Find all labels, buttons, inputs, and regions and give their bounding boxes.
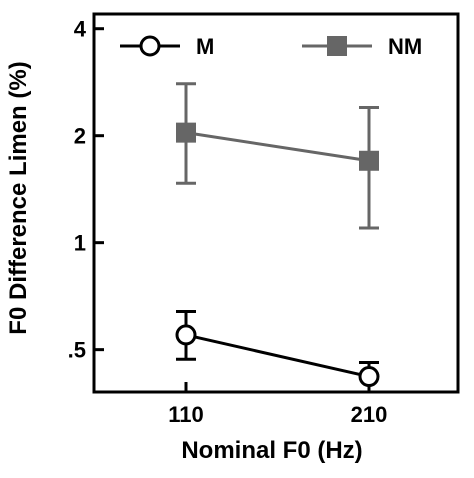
data-point — [358, 366, 380, 388]
y-tick-label: 2 — [74, 124, 86, 149]
y-axis-title: F0 Difference Limen (%) — [5, 61, 32, 334]
legend-item-m: M — [120, 34, 214, 59]
legend-marker — [327, 36, 347, 56]
legend-item-nm: NM — [302, 34, 422, 59]
x-axis-title: Nominal F0 (Hz) — [181, 437, 362, 464]
series-line-m — [185, 333, 370, 379]
data-point — [175, 324, 197, 346]
legend-label: NM — [388, 34, 422, 59]
y-tick-label: .5 — [68, 338, 86, 363]
series-line-nm — [185, 131, 370, 163]
x-tick-label: 110 — [168, 402, 204, 427]
data-point — [176, 122, 196, 143]
legend-label: M — [196, 34, 214, 59]
y-tick-label: 1 — [74, 231, 86, 256]
y-tick-label: 4 — [74, 17, 87, 42]
plot-frame — [92, 12, 460, 394]
data-point — [359, 150, 379, 171]
x-tick-label: 210 — [351, 402, 388, 427]
legend-marker — [139, 35, 161, 57]
series-m — [175, 310, 380, 394]
series-nm — [176, 82, 379, 230]
